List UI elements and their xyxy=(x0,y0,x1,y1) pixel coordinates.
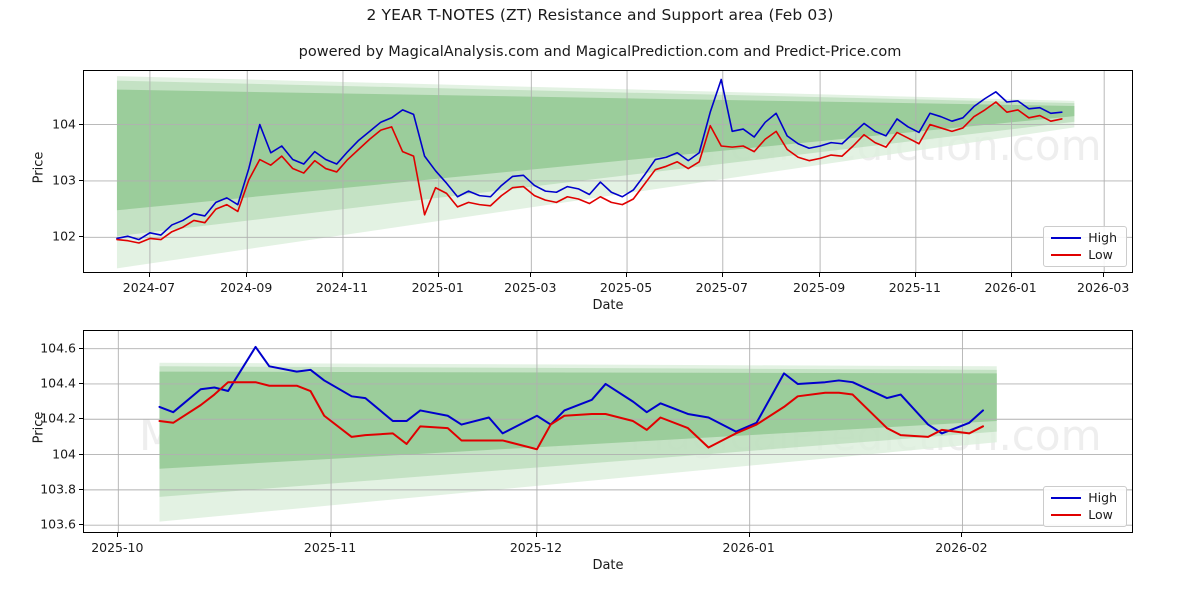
x-axis-tick-mark xyxy=(1103,273,1105,277)
legend-swatch-low xyxy=(1051,253,1082,256)
zoom-chart-panel: MagicalAnalysis.com MagicalPrediction.co… xyxy=(32,330,1133,573)
y-axis-tick-label: 102 xyxy=(52,228,76,244)
page-title: 2 YEAR T-NOTES (ZT) Resistance and Suppo… xyxy=(366,6,834,24)
x-axis-tick-label: 2025-10 xyxy=(91,540,144,555)
zoom-legend: High Low xyxy=(1043,486,1127,527)
zoom-chart-svg xyxy=(84,331,1132,532)
main-x-axis-label: Date xyxy=(592,298,624,313)
y-axis-tick-label: 104 xyxy=(52,116,76,132)
y-axis-tick-mark xyxy=(79,524,83,526)
zoom-x-axis-label: Date xyxy=(592,558,624,573)
y-axis-tick-mark xyxy=(79,418,83,420)
x-axis-tick-mark xyxy=(819,273,821,277)
main-plot-area: MagicalAnalysis.com MagicalPrediction.co… xyxy=(83,70,1133,273)
x-axis-tick-label: 2026-01 xyxy=(722,540,775,555)
y-axis-tick-label: 104.6 xyxy=(40,340,76,356)
zoom-plot-area: MagicalAnalysis.com MagicalPrediction.co… xyxy=(83,330,1133,533)
resistance-support-strong xyxy=(159,371,997,469)
y-axis-tick-mark xyxy=(79,453,83,455)
x-axis-tick-mark xyxy=(330,533,332,537)
legend-label-high: High xyxy=(1088,230,1117,245)
x-axis-tick-mark xyxy=(961,533,963,537)
y-axis-tick-label: 104 xyxy=(52,446,76,462)
y-axis-tick-mark xyxy=(79,179,83,181)
y-axis-tick-mark xyxy=(79,123,83,125)
y-axis-tick-label: 104.2 xyxy=(40,410,76,426)
x-axis-tick-mark xyxy=(1010,273,1012,277)
main-legend: High Low xyxy=(1043,226,1127,267)
series-line-low xyxy=(158,381,985,451)
legend-item-high: High xyxy=(1051,230,1117,245)
main-y-axis-label: Price xyxy=(31,151,47,184)
x-axis-tick-mark xyxy=(148,273,150,277)
y-axis-tick-label: 103 xyxy=(52,172,76,188)
x-axis-tick-mark xyxy=(437,273,439,277)
x-axis-tick-mark xyxy=(721,273,723,277)
x-axis-tick-label: 2024-07 xyxy=(122,280,176,295)
x-axis-tick-mark xyxy=(914,273,916,277)
series-line-high xyxy=(116,78,1063,241)
x-axis-tick-label: 2026-02 xyxy=(935,540,988,555)
x-axis-tick-mark xyxy=(341,273,343,277)
x-axis-tick-label: 2025-12 xyxy=(509,540,563,555)
x-axis-tick-mark xyxy=(246,273,248,277)
main-chart-panel: MagicalAnalysis.com MagicalPrediction.co… xyxy=(32,70,1133,313)
legend-item-high-zoom: High xyxy=(1051,490,1117,505)
x-axis-tick-label: 2025-11 xyxy=(303,540,357,555)
y-axis-tick-mark xyxy=(79,347,83,349)
x-axis-tick-mark xyxy=(535,533,537,537)
x-axis-tick-mark xyxy=(748,533,750,537)
page-subtitle: powered by MagicalAnalysis.com and Magic… xyxy=(298,44,902,60)
legend-item-low: Low xyxy=(1051,246,1117,262)
series-line-low xyxy=(116,101,1063,244)
x-axis-tick-label: 2024-11 xyxy=(315,280,369,295)
x-axis-tick-mark xyxy=(530,273,532,277)
x-axis-tick-label: 2025-03 xyxy=(504,280,557,295)
y-axis-tick-mark xyxy=(79,382,83,384)
x-axis-tick-label: 2024-09 xyxy=(220,280,273,295)
x-axis-tick-mark xyxy=(626,273,628,277)
x-axis-tick-mark xyxy=(117,533,119,537)
x-axis-tick-label: 2026-03 xyxy=(1077,280,1130,295)
x-axis-tick-label: 2025-07 xyxy=(695,280,748,295)
legend-item-low-zoom: Low xyxy=(1051,506,1117,522)
y-axis-tick-label: 103.6 xyxy=(40,516,76,532)
series-line-high xyxy=(158,345,985,435)
legend-swatch-low-zoom xyxy=(1051,513,1082,516)
y-axis-tick-label: 104.4 xyxy=(40,375,76,391)
y-axis-tick-label: 103.8 xyxy=(40,481,76,497)
resistance-support-strong xyxy=(116,89,1075,211)
legend-label-low-zoom: Low xyxy=(1088,506,1113,522)
main-chart-svg xyxy=(84,71,1132,272)
x-axis-tick-label: 2025-11 xyxy=(888,280,941,295)
legend-label-low: Low xyxy=(1088,246,1113,262)
x-axis-tick-label: 2026-01 xyxy=(984,280,1037,295)
legend-label-high-zoom: High xyxy=(1088,490,1117,505)
y-axis-tick-mark xyxy=(79,236,83,238)
x-axis-tick-label: 2025-05 xyxy=(599,280,653,295)
y-axis-tick-mark xyxy=(79,488,83,490)
legend-swatch-high xyxy=(1051,237,1082,240)
x-axis-tick-label: 2025-01 xyxy=(411,280,464,295)
legend-swatch-high-zoom xyxy=(1051,497,1082,500)
x-axis-tick-label: 2025-09 xyxy=(792,280,846,295)
zoom-y-axis-label: Price xyxy=(31,411,47,444)
